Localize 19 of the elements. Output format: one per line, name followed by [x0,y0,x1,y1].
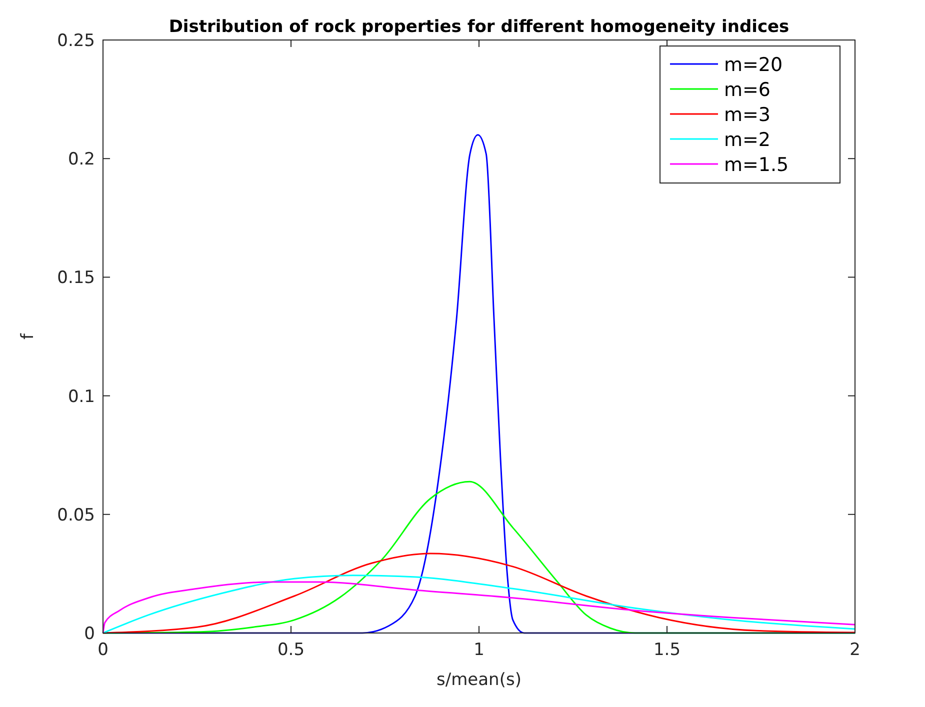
legend-label: m=1.5 [724,154,789,176]
y-tick-label: 0.1 [68,386,95,407]
y-tick-label: 0 [84,624,95,644]
legend-label: m=20 [724,54,783,76]
x-tick-label: 1 [474,640,484,660]
y-tick-label: 0.25 [57,31,95,51]
legend-label: m=2 [724,129,771,151]
x-tick-label: 1.5 [653,640,681,660]
y-tick-label: 0.05 [57,505,95,526]
legend-label: m=6 [724,79,771,101]
y-tick-label: 0.2 [68,150,95,170]
x-axis-title: s/mean(s) [436,670,522,690]
y-tick-label: 0.15 [57,268,95,288]
x-tick-label: 2 [850,640,860,660]
x-tick-label: 0.5 [277,640,305,660]
chart-title: Distribution of rock properties for different homogeneity indices [168,17,790,37]
legend-label: m=3 [724,104,771,126]
y-axis-title: f [18,332,38,340]
x-tick-label: 0 [98,640,108,660]
